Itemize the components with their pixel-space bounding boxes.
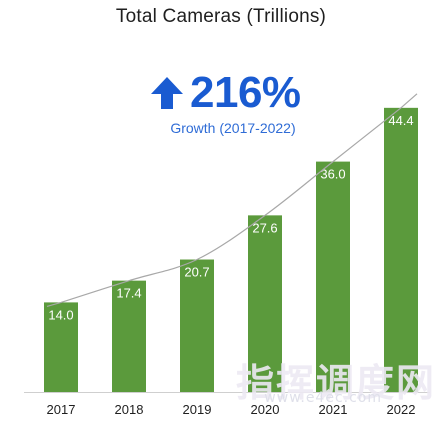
growth-percentage: 216% (190, 68, 301, 117)
x-tick-label: 2020 (251, 402, 280, 417)
x-tick-label: 2019 (183, 402, 212, 417)
bar-value-label: 27.6 (252, 220, 277, 235)
bar-value-label: 20.7 (184, 265, 209, 280)
bar-value-label: 44.4 (388, 113, 413, 128)
x-tick-label: 2017 (47, 402, 76, 417)
bar-2022 (384, 107, 418, 392)
growth-caption: Growth (2017-2022) (170, 120, 296, 136)
watermark-url: www.e4ec.com (264, 390, 382, 406)
watermark-text: 指挥调度网 (235, 361, 436, 405)
bar-2021 (316, 161, 350, 392)
x-tick-label: 2018 (115, 402, 144, 417)
x-tick-label: 2021 (319, 402, 348, 417)
bar-value-label: 36.0 (320, 167, 345, 182)
bar-value-label: 14.0 (48, 307, 73, 322)
bar-2020 (248, 215, 282, 392)
up-arrow-icon (151, 77, 183, 109)
growth-badge: 216% (150, 68, 330, 118)
trend-line (46, 93, 418, 307)
x-tick-label: 2022 (387, 402, 416, 417)
bar-value-label: 17.4 (116, 286, 141, 301)
bar-2019 (180, 259, 214, 392)
chart-title: Total Cameras (Trillions) (115, 6, 327, 27)
bar-2017 (44, 302, 78, 392)
bar-2018 (112, 280, 146, 392)
